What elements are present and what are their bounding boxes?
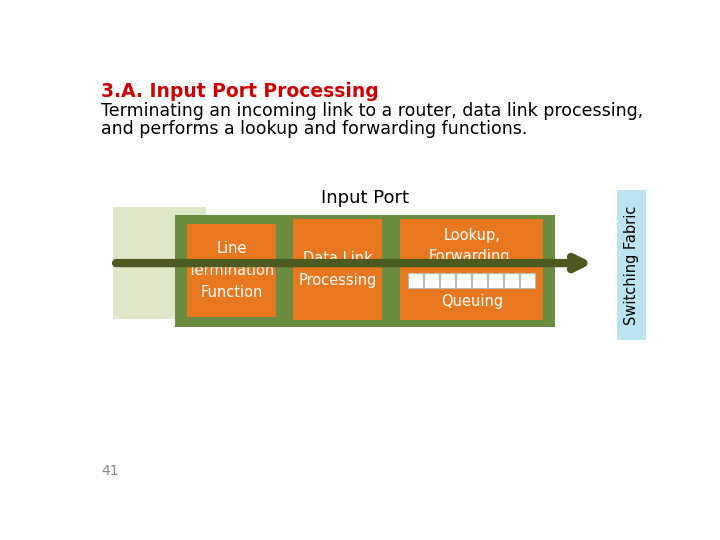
Bar <box>504 273 519 288</box>
Text: 3.A. Input Port Processing: 3.A. Input Port Processing <box>101 82 379 101</box>
Bar <box>175 215 555 327</box>
Bar <box>408 273 423 288</box>
Bar <box>424 273 439 288</box>
Bar <box>488 273 503 288</box>
Text: Input Port: Input Port <box>321 189 409 207</box>
Text: Data Link
Processing: Data Link Processing <box>298 251 377 288</box>
Bar <box>472 273 487 288</box>
Bar <box>440 273 455 288</box>
Text: and performs a lookup and forwarding functions.: and performs a lookup and forwarding fun… <box>101 120 527 138</box>
Bar <box>293 219 382 320</box>
Bar <box>113 207 206 319</box>
Bar <box>456 273 472 288</box>
Bar <box>520 273 535 288</box>
Text: 41: 41 <box>101 464 119 478</box>
Text: Switching Fabric: Switching Fabric <box>624 206 639 325</box>
Bar <box>400 219 544 320</box>
Text: Line
Termination
Function: Line Termination Function <box>189 241 274 300</box>
Bar <box>617 190 646 340</box>
Text: Terminating an incoming link to a router, data link processing,: Terminating an incoming link to a router… <box>101 102 643 120</box>
Bar <box>187 224 276 316</box>
Text: Queuing: Queuing <box>441 294 503 309</box>
Text: Lookup,
Forwarding,: Lookup, Forwarding, <box>428 228 515 264</box>
